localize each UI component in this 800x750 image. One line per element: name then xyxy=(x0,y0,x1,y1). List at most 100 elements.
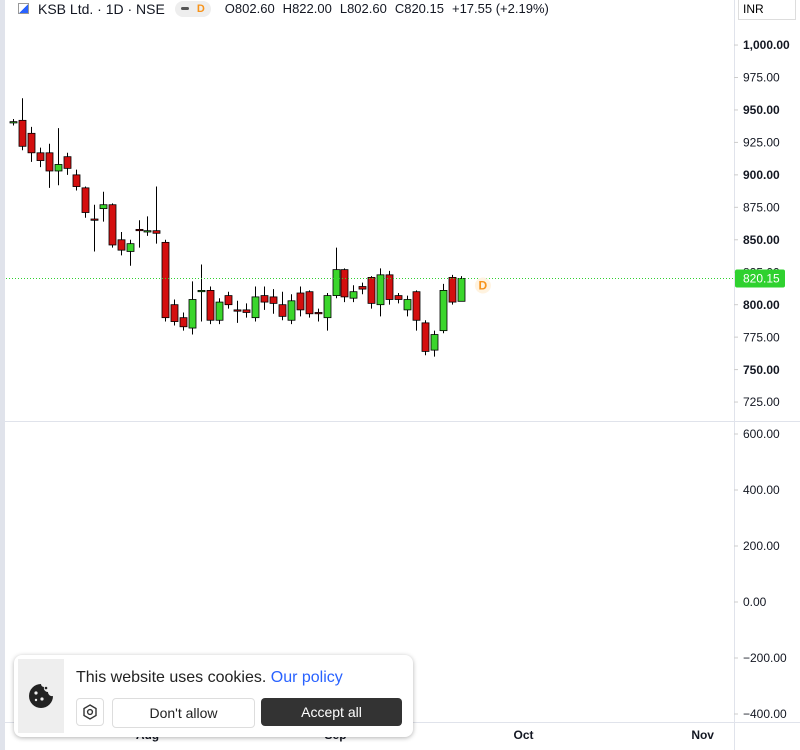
y-tick-label: 800.00 xyxy=(743,298,780,312)
candle-body xyxy=(161,241,170,319)
decline-button[interactable]: Don't allow xyxy=(112,698,255,728)
candle-body xyxy=(224,295,233,306)
candle-body xyxy=(287,300,296,321)
candle-body xyxy=(99,204,108,210)
candle-body xyxy=(367,277,376,304)
badge-dash xyxy=(180,7,189,10)
symbol[interactable]: KSB Ltd. · 1D · NSE xyxy=(38,0,165,17)
candle-body xyxy=(314,312,323,315)
candle-body xyxy=(394,295,403,300)
y-tick-label: 400.00 xyxy=(743,483,780,497)
y-tick-label: 0.00 xyxy=(743,595,767,609)
cookie-text: This website uses cookies. Our policy xyxy=(76,669,343,687)
candle-body xyxy=(215,301,224,321)
candle-body xyxy=(233,309,242,312)
cookie-icon xyxy=(29,684,53,708)
candle-body xyxy=(260,295,269,303)
symbol-icon xyxy=(18,3,29,14)
ohlc-value: 802.60 xyxy=(234,1,275,16)
policy-link[interactable]: Our policy xyxy=(270,669,343,686)
candle-body xyxy=(385,274,394,300)
ohlc-value: 802.60 xyxy=(347,1,387,16)
candle-body xyxy=(188,299,197,329)
candle-body xyxy=(251,296,260,319)
x-tick-label: Nov xyxy=(691,728,714,742)
candle-body xyxy=(90,218,99,221)
candle-body xyxy=(72,174,81,187)
y-tick-label: 750.00 xyxy=(743,363,780,377)
last-price-label: 820.15 xyxy=(743,272,780,286)
candle-body xyxy=(269,296,278,304)
candle-body xyxy=(206,290,215,321)
y-tick-label: −200.00 xyxy=(743,651,787,665)
candle-body xyxy=(376,274,385,306)
candle-body xyxy=(296,292,305,311)
candle-body xyxy=(349,291,358,299)
ohlc-key: O xyxy=(224,1,235,16)
y-tick-label: 850.00 xyxy=(743,233,780,247)
candle-body xyxy=(430,334,439,351)
candle-body xyxy=(439,290,448,332)
candle-body xyxy=(81,187,90,213)
candle-body xyxy=(9,121,18,124)
ohlc-value: 822.00 xyxy=(292,1,332,16)
y-tick-label: 725.00 xyxy=(743,395,780,409)
y-tick-label: 950.00 xyxy=(743,103,780,117)
header: KSB Ltd. · 1D · NSE D O802.60 H822.00 L802… xyxy=(18,0,549,17)
settings-button[interactable] xyxy=(76,698,104,726)
ohlc-item: L802.60 xyxy=(340,1,387,16)
y-tick-label: 875.00 xyxy=(743,200,780,214)
cookie-banner: This website uses cookies. Our policy Do… xyxy=(14,655,413,737)
candle-body xyxy=(457,278,466,302)
ohlc-key: H xyxy=(282,1,293,16)
y-tick-label: 600.00 xyxy=(743,427,780,441)
cookie-icon-panel xyxy=(18,659,64,733)
candle-body xyxy=(63,156,72,169)
candle-body xyxy=(197,290,206,293)
ohlc: O802.60 H822.00 L802.60 C820.15 +17.55 (+2.1… xyxy=(225,1,549,16)
candle-body xyxy=(152,230,161,234)
marker-bg xyxy=(474,277,491,294)
badge-text: D xyxy=(196,2,205,15)
ohlc-key: L xyxy=(339,1,348,16)
candle-body xyxy=(143,230,152,233)
candle-body xyxy=(332,269,341,296)
candle-body xyxy=(421,322,430,352)
candle-body xyxy=(278,304,287,317)
candle-body xyxy=(340,269,349,298)
candle-body xyxy=(170,304,179,322)
event-marker: D xyxy=(479,279,488,293)
y-tick-label: 1,000.00 xyxy=(743,38,790,52)
accept-button[interactable]: Accept all xyxy=(261,698,402,726)
y-tick-label: −400.00 xyxy=(743,707,787,721)
candle-body xyxy=(18,119,27,147)
gear-icon xyxy=(83,704,97,720)
badge[interactable]: D xyxy=(174,0,211,17)
currency[interactable]: INR xyxy=(738,0,796,20)
cookie-message: This website uses cookies. xyxy=(76,669,267,686)
candle-body xyxy=(358,286,367,290)
candle-body xyxy=(412,291,421,321)
candle-body xyxy=(36,152,45,161)
candle-body xyxy=(54,164,63,172)
ohlc-item: O802.60 xyxy=(225,1,275,16)
x-tick-label: Oct xyxy=(514,728,534,742)
candle-body xyxy=(117,239,126,251)
candle-body xyxy=(448,277,457,303)
y-tick-label: 775.00 xyxy=(743,330,780,344)
last-price-tag xyxy=(735,269,785,288)
candle-body xyxy=(403,299,412,311)
candle-body xyxy=(45,152,54,172)
candle-body xyxy=(135,228,144,232)
candle-body xyxy=(179,317,188,328)
y-tick-label: 900.00 xyxy=(743,168,780,182)
change: +17.55 (+2.19%) xyxy=(451,1,549,16)
candle-body xyxy=(323,295,332,319)
ohlc-key: C xyxy=(394,1,405,16)
y-tick-label: 925.00 xyxy=(743,136,780,150)
ohlc-item: C820.15 xyxy=(395,1,444,16)
candle-body xyxy=(242,309,251,313)
y-tick-label: 975.00 xyxy=(743,71,780,85)
